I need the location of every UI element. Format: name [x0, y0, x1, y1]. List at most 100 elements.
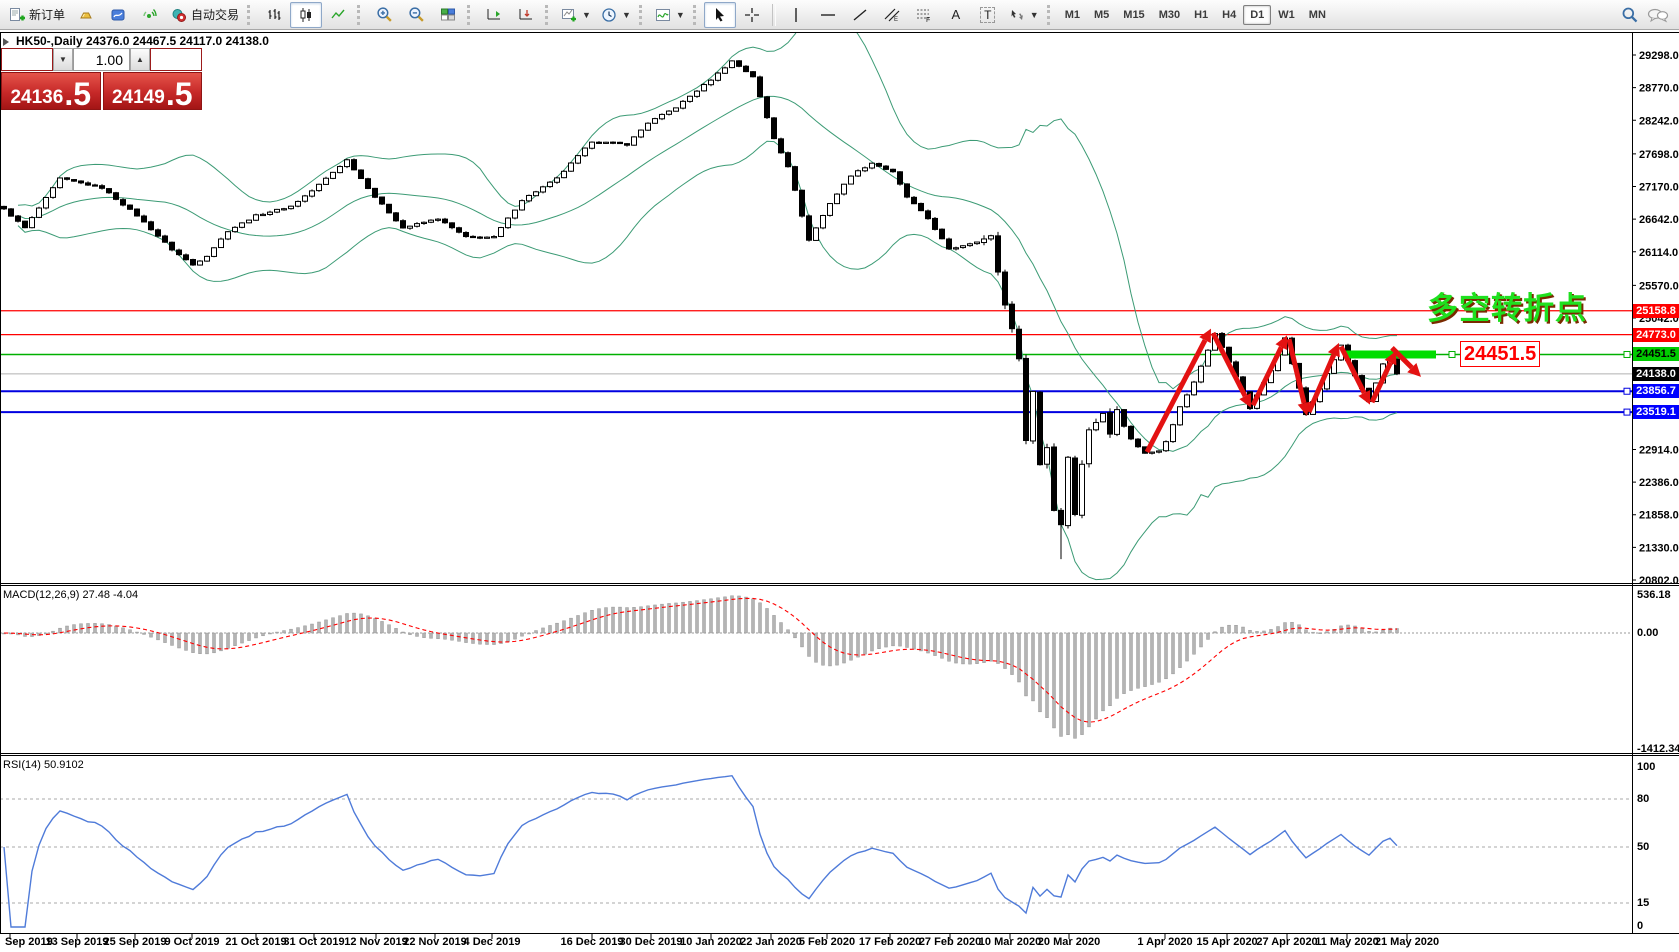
volume-decrease-button[interactable]: ▼ — [53, 48, 73, 71]
indicator-scale-label: 0.00 — [1637, 627, 1659, 639]
vertical-line-tool-button[interactable] — [780, 2, 812, 28]
indicators-button[interactable]: ▼ — [650, 2, 690, 28]
price-tick-label: 21330.0 — [1639, 542, 1679, 554]
tile-windows-button[interactable] — [432, 2, 464, 28]
line-handle[interactable] — [1623, 350, 1631, 358]
zigzag-arrow[interactable] — [1210, 331, 1248, 398]
signal-button[interactable] — [134, 2, 166, 28]
indicator-scale-label: 50 — [1637, 841, 1650, 853]
price-tick-label: 28770.0 — [1639, 83, 1679, 95]
macd-label: MACD(12,26,9) 27.48 -4.04 — [3, 589, 139, 601]
price-tick-label: 21858.0 — [1639, 510, 1679, 522]
zigzag-arrow[interactable] — [1144, 339, 1208, 454]
buy-button[interactable]: BUY — [150, 48, 202, 71]
crosshair-tool-button[interactable] — [736, 2, 768, 28]
indicator-scale-label: 0 — [1637, 920, 1644, 932]
zigzag-arrowhead — [1297, 401, 1311, 416]
line-handle[interactable] — [1623, 387, 1631, 395]
tab-timeframe-w1[interactable]: W1 — [1278, 8, 1295, 21]
pivot-annotation-text[interactable]: 多空转折点 — [1427, 291, 1587, 326]
zoom-out-button[interactable] — [400, 2, 432, 28]
price-tick-label: 26114.0 — [1639, 247, 1678, 259]
rsi-line — [3, 774, 1398, 928]
text-tool-button[interactable]: A — [940, 2, 972, 28]
signal-icon — [143, 8, 157, 18]
crosshair-icon — [744, 7, 759, 22]
time-axis-label: 22 Jan 2020 — [740, 936, 802, 948]
bar-chart-icon — [268, 8, 281, 20]
tab-timeframe-m1[interactable]: M1 — [1064, 8, 1080, 21]
zigzag-arrow[interactable] — [1250, 346, 1284, 407]
zigzag-arrow[interactable] — [1369, 361, 1393, 404]
sell-price-frac: .5 — [64, 75, 92, 112]
bar-chart-mode-button[interactable] — [258, 2, 290, 28]
fibonacci-tool-button[interactable]: F — [908, 2, 940, 28]
auto-scroll-button[interactable] — [478, 2, 510, 28]
time-axis-label: 27 Apr 2020 — [1256, 936, 1318, 948]
tab-timeframe-m15[interactable]: M15 — [1123, 8, 1145, 21]
macd-signal-line — [3, 597, 1398, 723]
volume-increase-button[interactable]: ▲ — [130, 48, 150, 71]
chat-icon[interactable] — [1647, 6, 1669, 24]
new-order-button[interactable]: 新订单 — [4, 2, 70, 28]
frame-layer — [0, 32, 1679, 934]
zoom-in-button[interactable] — [368, 2, 400, 28]
line-handle[interactable] — [1448, 350, 1456, 358]
toolbar-grip[interactable] — [357, 4, 365, 25]
period-button[interactable]: ▼ — [596, 2, 636, 28]
price-tick-label: 26642.0 — [1639, 214, 1679, 226]
tab-timeframe-mn[interactable]: MN — [1308, 8, 1326, 21]
price-tick-label: 27698.0 — [1639, 149, 1679, 161]
level-annotation-box[interactable]: 24451.5 — [1460, 341, 1541, 367]
tab-timeframe-d1[interactable]: D1 — [1243, 4, 1272, 25]
toolbar-grip[interactable] — [247, 4, 255, 25]
fibonacci-icon: F — [916, 9, 930, 23]
chart-shift-button[interactable] — [510, 2, 542, 28]
horizontal-line-tool-button[interactable] — [812, 2, 844, 28]
zigzag-arrow[interactable] — [1306, 353, 1337, 414]
auto-trading-button[interactable]: 自动交易 — [166, 2, 244, 28]
cursor-tool-button[interactable] — [703, 1, 736, 28]
candlestick-mode-button[interactable] — [290, 1, 323, 28]
deposit-button[interactable] — [70, 2, 102, 28]
toolbar-grip[interactable] — [467, 4, 475, 25]
volume-input[interactable]: 1.00 — [73, 48, 130, 71]
sell-button[interactable]: SELL — [1, 48, 53, 71]
search-icon[interactable] — [1621, 6, 1639, 24]
tab-timeframe-h1[interactable]: H1 — [1194, 8, 1209, 21]
toolbar-grip[interactable] — [545, 4, 553, 25]
new-chart-button[interactable]: ▼ — [556, 2, 596, 28]
zigzag-arrow[interactable] — [1338, 345, 1367, 395]
tab-timeframe-m30[interactable]: M30 — [1158, 8, 1181, 21]
label-tool-button[interactable]: T — [972, 2, 1004, 28]
buy-price-frac: .5 — [165, 75, 193, 112]
candlestick-icon — [300, 7, 312, 22]
buy-price-button[interactable]: 24149 .5 — [102, 72, 202, 112]
price-tick-label: 25570.0 — [1639, 280, 1679, 292]
line-chart-mode-button[interactable] — [322, 2, 354, 28]
line-handle[interactable] — [1623, 408, 1631, 416]
tab-timeframe-h4[interactable]: H4 — [1222, 8, 1237, 21]
toolbar-grip[interactable] — [692, 4, 701, 25]
time-axis-label: 15 Apr 2020 — [1196, 936, 1258, 948]
time-axis-label: 12 Nov 2019 — [344, 936, 408, 948]
bb-middle — [17, 95, 1398, 452]
toolbar-grip[interactable] — [1046, 4, 1055, 25]
arrows-tool-button[interactable]: ▼ — [1004, 2, 1044, 28]
time-axis-label: Sep 2019 — [5, 936, 53, 948]
green-highlight-bar[interactable] — [1345, 350, 1436, 359]
trendline-tool-button[interactable] — [844, 2, 876, 28]
trendline-icon — [853, 8, 867, 21]
zigzag-arrow[interactable] — [1286, 338, 1307, 404]
label-tool-icon: T — [980, 6, 996, 23]
zigzag-arrow[interactable] — [1390, 346, 1414, 370]
panel-collapse-marker[interactable] — [3, 38, 9, 46]
ohlc-values: 24376.0 24467.5 24117.0 24138.0 — [86, 34, 269, 48]
profile-button[interactable] — [102, 2, 134, 28]
channel-tool-button[interactable]: E — [876, 2, 908, 28]
sell-price-button[interactable]: 24136 .5 — [1, 72, 101, 110]
tab-timeframe-m5[interactable]: M5 — [1094, 8, 1110, 21]
toolbar-grip[interactable] — [638, 4, 647, 25]
